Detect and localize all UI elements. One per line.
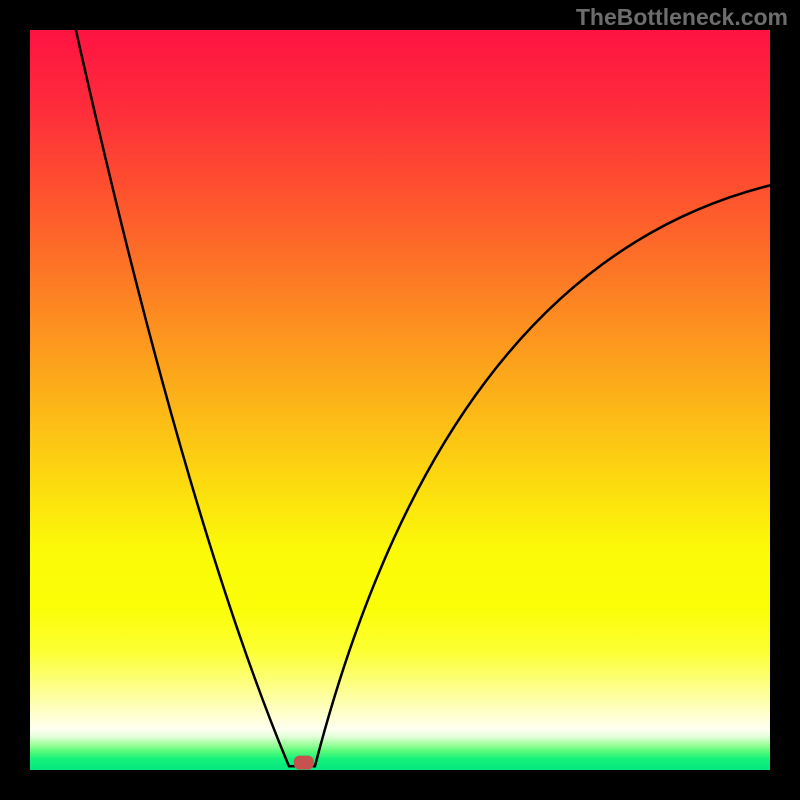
chart-container: TheBottleneck.com	[0, 0, 800, 800]
plot-area	[30, 30, 770, 770]
gradient-background	[30, 30, 770, 770]
watermark-text: TheBottleneck.com	[576, 4, 788, 31]
optimum-marker	[294, 756, 314, 770]
chart-svg	[30, 30, 770, 770]
